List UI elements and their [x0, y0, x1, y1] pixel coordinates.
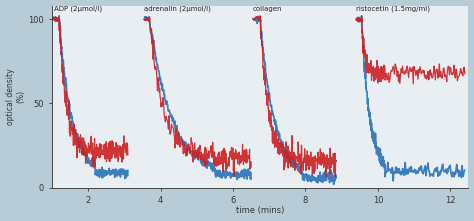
- Y-axis label: optical density
(%): optical density (%): [6, 69, 25, 125]
- Text: ristocetin (1.5mg/ml): ristocetin (1.5mg/ml): [356, 6, 430, 13]
- Text: ADP (2μmol/l): ADP (2μmol/l): [54, 6, 102, 13]
- Text: adrenalin (2μmol/l): adrenalin (2μmol/l): [144, 6, 211, 13]
- Text: collagen: collagen: [253, 6, 283, 13]
- X-axis label: time (mins): time (mins): [236, 206, 284, 215]
